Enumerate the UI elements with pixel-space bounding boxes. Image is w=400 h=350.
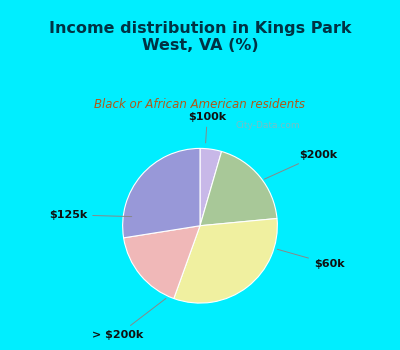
Wedge shape [200, 152, 277, 226]
Text: Income distribution in Kings Park
West, VA (%): Income distribution in Kings Park West, … [49, 21, 351, 54]
Wedge shape [124, 226, 200, 299]
Wedge shape [123, 148, 200, 238]
Text: Black or African American residents: Black or African American residents [94, 98, 306, 111]
Wedge shape [200, 148, 222, 226]
Text: City-Data.com: City-Data.com [236, 121, 300, 130]
Text: > $200k: > $200k [92, 299, 166, 340]
Text: $200k: $200k [264, 150, 337, 179]
Text: $100k: $100k [188, 112, 226, 143]
Text: $125k: $125k [49, 210, 132, 220]
Text: $60k: $60k [277, 249, 344, 269]
Wedge shape [174, 218, 277, 303]
